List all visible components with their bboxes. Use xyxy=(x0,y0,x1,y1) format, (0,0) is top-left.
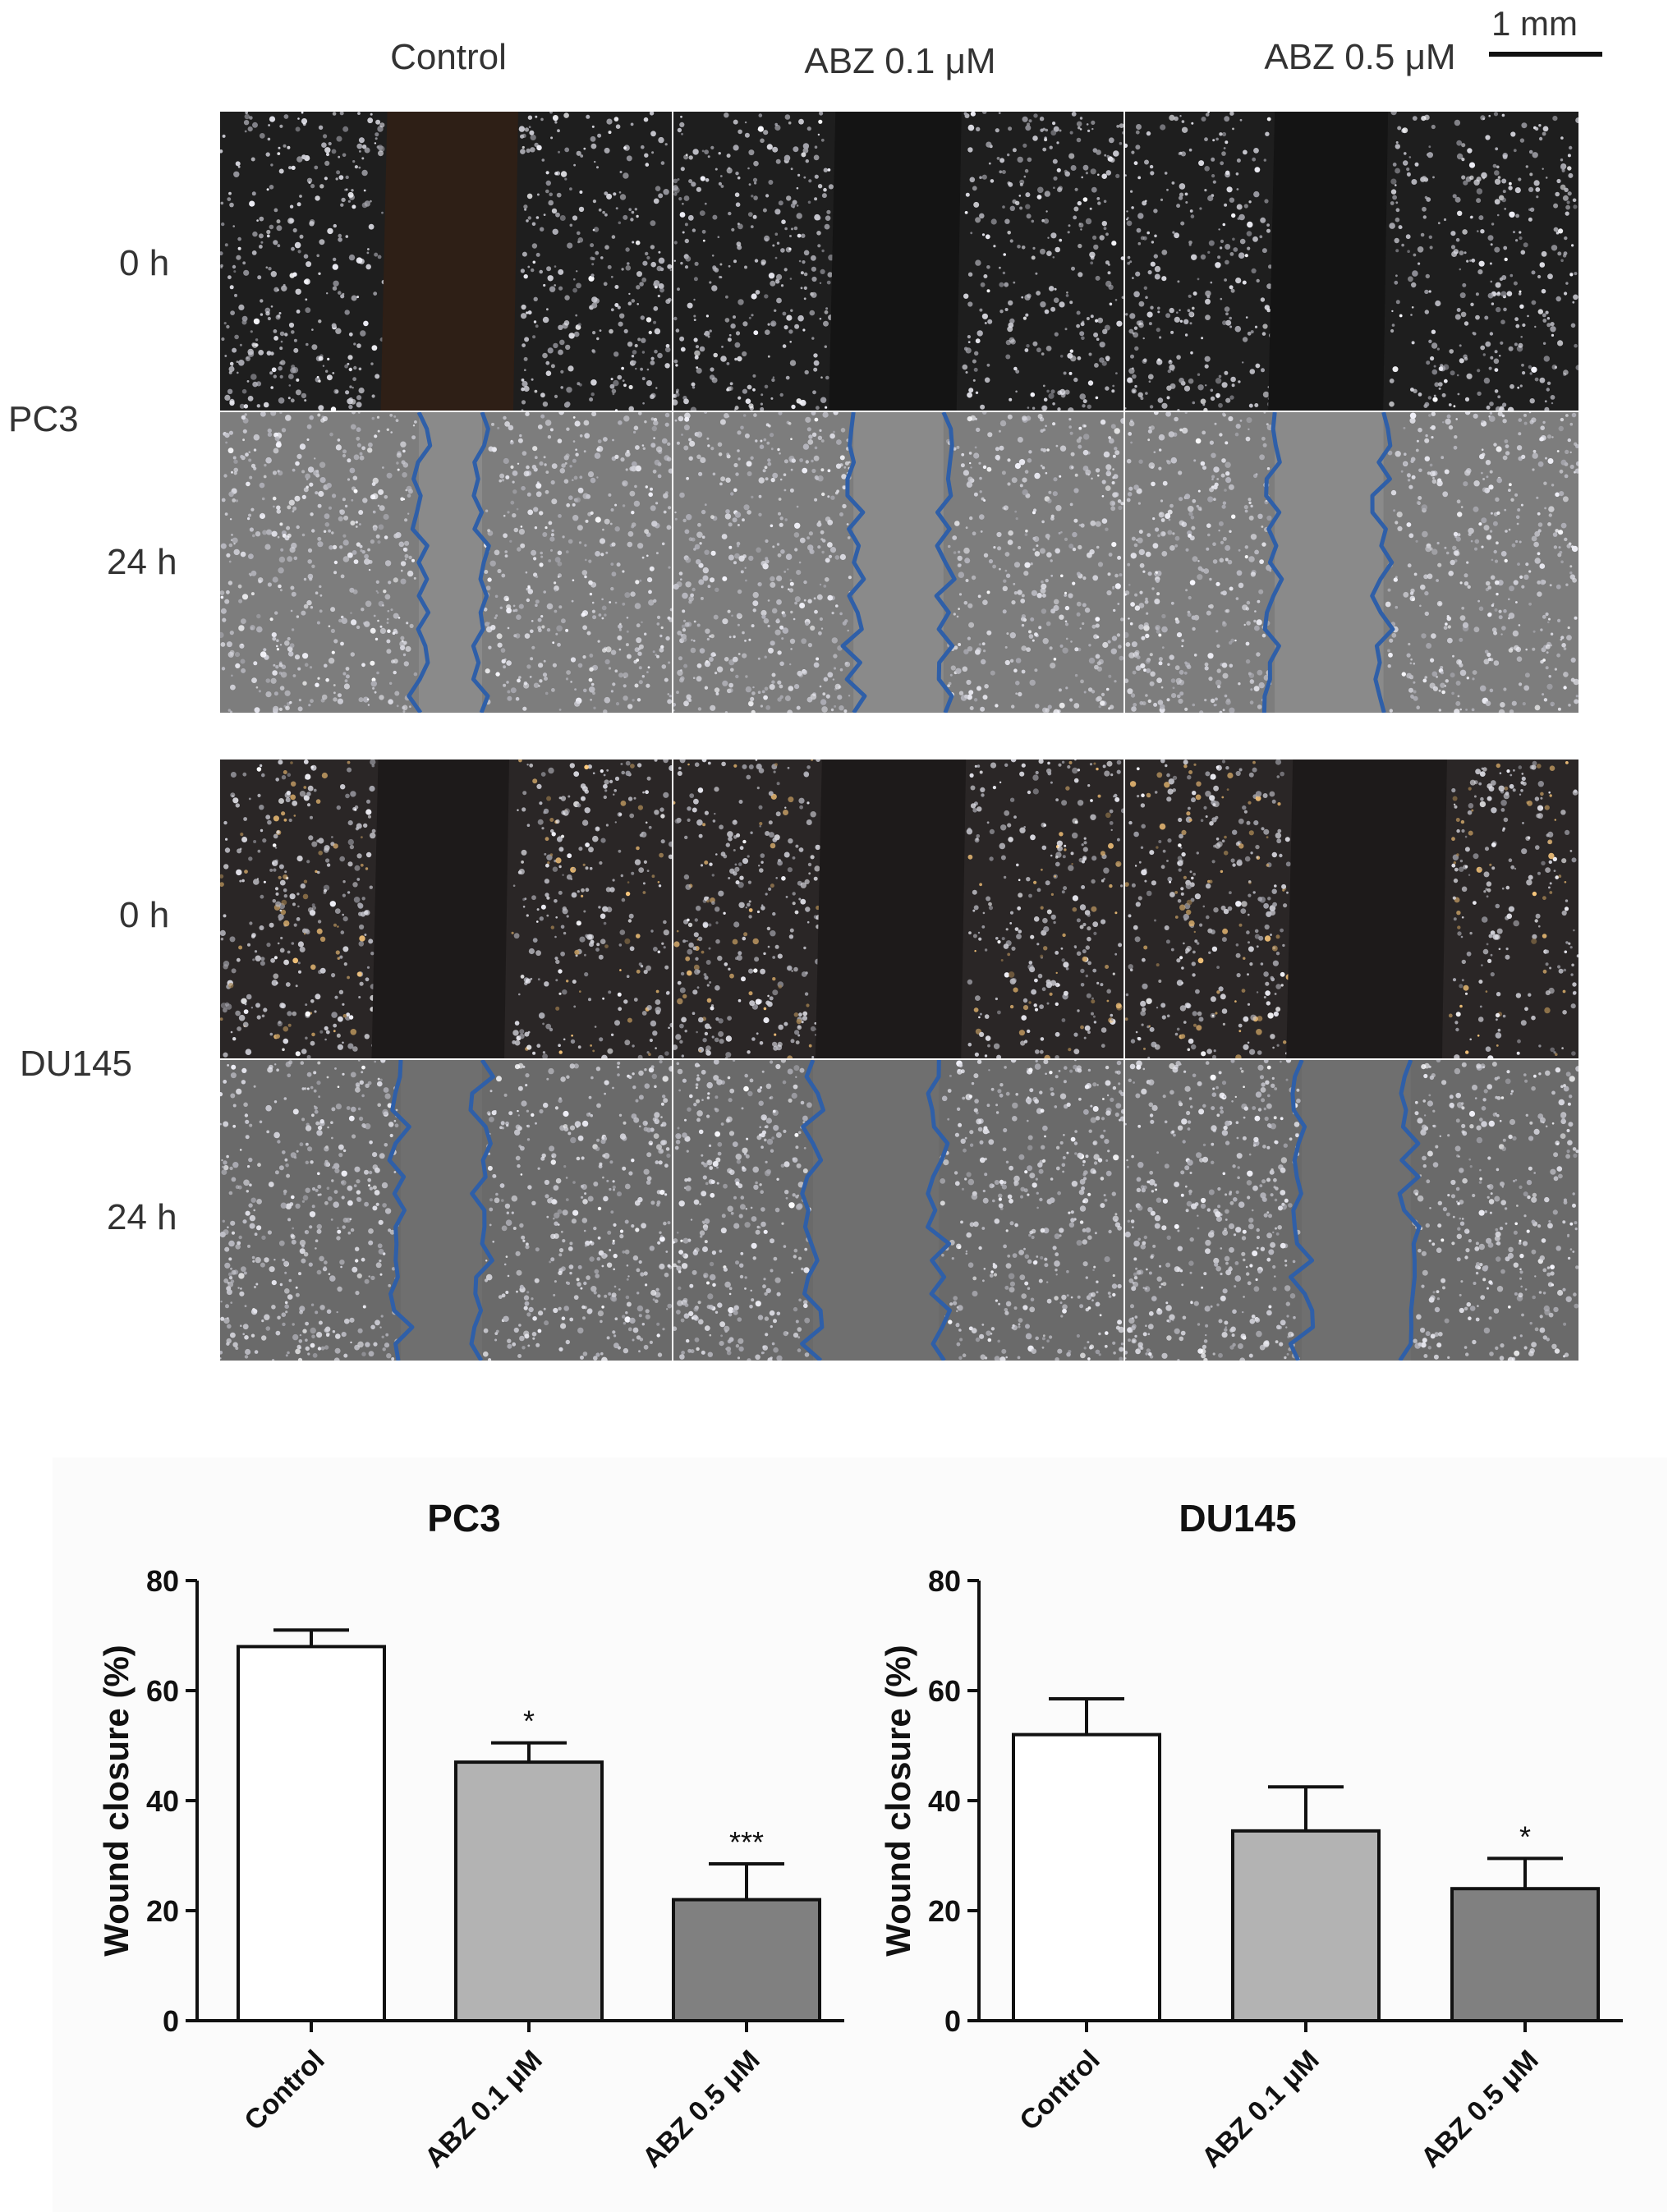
row-label-pc3-24h: 24 h xyxy=(107,542,177,582)
y-tick-label-pc3-1: 20 xyxy=(146,1894,179,1928)
row-label-du145: DU145 xyxy=(20,1044,132,1084)
significance-pc3-2: *** xyxy=(729,1825,764,1859)
bar-du145-0 xyxy=(1012,1732,1161,2022)
scale-bar-label: 1 mm xyxy=(1491,4,1578,43)
micrograph-pc3-0h-control xyxy=(220,112,672,411)
column-header-abz-low: ABZ 0.1 μM xyxy=(804,41,996,81)
bar-du145-1 xyxy=(1231,1829,1381,2022)
bar-pc3-1 xyxy=(454,1760,604,2022)
chart-pc3: PC3 Wound closure (%) 0 20 40 60 80 Control * ABZ… xyxy=(97,1497,844,2174)
column-header-control: Control xyxy=(390,37,507,77)
y-tick-label-du145-1: 20 xyxy=(928,1894,961,1928)
category-label-pc3-0: Control xyxy=(238,2044,330,2136)
y-tick-label-du145-3: 60 xyxy=(928,1674,961,1708)
y-axis-label-pc3: Wound closure (%) xyxy=(97,1645,136,1957)
row-label-pc3: PC3 xyxy=(8,399,79,439)
category-label-du145-1: ABZ 0.1 μM xyxy=(1196,2044,1326,2174)
y-axis-label-du145: Wound closure (%) xyxy=(879,1645,917,1957)
y-tick-label-du145-2: 40 xyxy=(928,1784,961,1818)
category-label-pc3-2: ABZ 0.5 μM xyxy=(636,2044,766,2174)
chart-title-pc3: PC3 xyxy=(427,1497,500,1540)
scale-bar xyxy=(1489,52,1602,57)
y-tick-label-pc3-4: 80 xyxy=(146,1564,179,1598)
row-label-du145-0h: 0 h xyxy=(119,895,170,935)
row-label-pc3-0h: 0 h xyxy=(119,243,170,283)
micrograph-du145-0h-abz-low xyxy=(673,760,1123,1058)
chart-du145: DU145 Wound closure (%) 0 20 40 60 80 Control AB… xyxy=(879,1497,1623,2174)
micrograph-du145-24h-abz-low xyxy=(673,1060,1123,1361)
category-label-pc3-1: ABZ 0.1 μM xyxy=(419,2044,549,2174)
micrograph-du145-24h-control xyxy=(220,1060,672,1361)
micrograph-pc3-0h-abz-high xyxy=(1125,112,1578,411)
row-label-du145-24h: 24 h xyxy=(107,1197,177,1237)
y-tick-label-du145-0: 0 xyxy=(944,2004,961,2038)
micrograph-pc3-24h-control xyxy=(220,412,672,713)
y-tick-label-pc3-0: 0 xyxy=(163,2004,179,2038)
micrograph-pc3-24h-abz-high xyxy=(1125,412,1578,713)
micrograph-pc3-0h-abz-low xyxy=(673,112,1123,411)
y-tick-label-pc3-2: 40 xyxy=(146,1784,179,1818)
y-tick-label-du145-4: 80 xyxy=(928,1564,961,1598)
category-label-du145-0: Control xyxy=(1013,2044,1105,2136)
column-header-abz-high: ABZ 0.5 μM xyxy=(1264,37,1456,77)
micrograph-pc3-24h-abz-low xyxy=(673,412,1123,713)
significance-pc3-1: * xyxy=(523,1705,535,1738)
bar-pc3-0 xyxy=(237,1645,386,2022)
bar-du145-2 xyxy=(1450,1887,1600,2023)
chart-title-du145: DU145 xyxy=(1179,1497,1296,1540)
category-label-du145-2: ABZ 0.5 μM xyxy=(1415,2044,1545,2174)
micrograph-du145-0h-control xyxy=(220,760,672,1058)
y-tick-label-pc3-3: 60 xyxy=(146,1674,179,1708)
bar-pc3-2 xyxy=(672,1898,821,2022)
micrograph-du145-0h-abz-high xyxy=(1125,760,1578,1058)
micrograph-du145-24h-abz-high xyxy=(1125,1060,1578,1361)
significance-du145-2: * xyxy=(1519,1820,1531,1853)
